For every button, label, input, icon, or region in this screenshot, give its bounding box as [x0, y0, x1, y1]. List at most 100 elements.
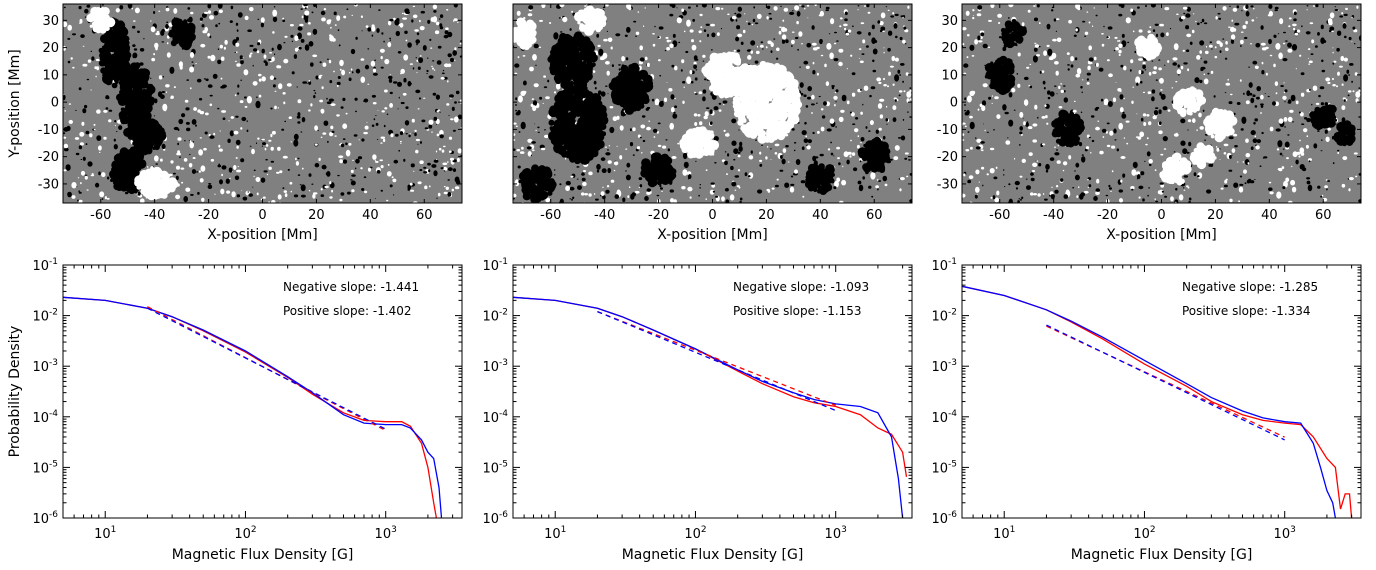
flux-speck [312, 28, 318, 35]
flux-speck [416, 32, 420, 36]
flux-speck [389, 37, 391, 40]
flux-speck [513, 193, 517, 198]
flux-speck [200, 43, 206, 48]
flux-cluster-positive [768, 94, 773, 99]
flux-speck [755, 50, 760, 55]
flux-speck [297, 174, 301, 177]
flux-speck [685, 50, 689, 54]
flux-cluster-negative [102, 75, 112, 85]
flux-speck [207, 55, 211, 59]
flux-speck [642, 139, 646, 143]
flux-speck [857, 135, 860, 138]
flux-speck [420, 10, 425, 14]
flux-speck [738, 14, 741, 17]
flux-cluster-negative [112, 70, 117, 75]
flux-speck [513, 139, 516, 141]
flux-speck [879, 98, 885, 102]
flux-speck [670, 94, 675, 100]
flux-cluster-positive [162, 178, 173, 188]
flux-speck [459, 43, 462, 45]
flux-speck [659, 184, 662, 188]
flux-speck [899, 36, 903, 41]
flux-speck [417, 181, 422, 185]
flux-speck [237, 92, 240, 95]
flux-speck [681, 8, 685, 12]
flux-speck [166, 21, 169, 24]
flux-speck [784, 182, 790, 188]
flux-speck [372, 154, 377, 160]
flux-speck [213, 132, 216, 136]
flux-cluster-negative [815, 165, 823, 172]
flux-speck [80, 182, 82, 185]
flux-speck [426, 129, 430, 131]
flux-speck [170, 160, 174, 164]
flux-speck [82, 156, 86, 161]
flux-speck [419, 160, 424, 164]
flux-speck [330, 125, 334, 130]
flux-speck [514, 63, 520, 68]
flux-cluster-negative [133, 71, 139, 76]
flux-speck [389, 91, 393, 95]
flux-speck [293, 194, 299, 198]
flux-speck [756, 13, 762, 19]
flux-speck [539, 96, 543, 100]
flux-speck [293, 139, 299, 147]
flux-speck [812, 131, 815, 135]
flux-speck [99, 191, 105, 198]
flux-speck [319, 74, 323, 77]
flux-speck [373, 66, 376, 69]
flux-cluster-negative [548, 119, 555, 126]
flux-cluster-negative [559, 147, 563, 151]
flux-cluster-negative [635, 83, 641, 90]
flux-speck [256, 192, 259, 196]
flux-cluster-negative [551, 107, 558, 114]
flux-speck [781, 39, 786, 44]
flux-speck [218, 9, 223, 14]
flux-speck [419, 26, 425, 31]
flux-speck [321, 164, 327, 170]
flux-speck [78, 5, 82, 10]
flux-speck [96, 109, 101, 114]
y-tick-label: 10 [42, 68, 59, 83]
flux-speck [610, 46, 613, 50]
flux-speck [584, 193, 588, 196]
flux-speck [93, 128, 96, 131]
flux-speck [278, 83, 283, 90]
flux-speck [703, 115, 708, 120]
flux-cluster-negative [565, 113, 570, 118]
flux-speck [446, 161, 449, 163]
flux-speck [520, 90, 526, 96]
flux-speck [360, 76, 366, 83]
flux-speck [236, 145, 239, 149]
flux-speck [89, 24, 94, 28]
flux-speck [540, 147, 546, 151]
flux-speck [862, 103, 864, 106]
flux-speck [190, 87, 192, 90]
flux-cluster-negative [590, 109, 597, 116]
flux-speck [291, 71, 295, 75]
flux-speck [411, 118, 415, 123]
flux-speck [308, 190, 311, 192]
flux-speck [437, 109, 441, 112]
flux-speck [863, 5, 867, 7]
flux-speck [593, 80, 597, 85]
flux-speck [853, 167, 858, 172]
flux-speck [423, 171, 428, 174]
flux-speck [436, 133, 440, 137]
flux-speck [545, 197, 551, 203]
flux-speck [569, 28, 572, 31]
flux-speck [270, 133, 273, 138]
flux-speck [388, 75, 393, 80]
flux-cluster-negative [556, 77, 562, 83]
flux-speck [515, 125, 518, 128]
flux-speck [191, 169, 197, 174]
flux-cluster-negative [573, 38, 581, 46]
flux-speck [149, 77, 152, 79]
flux-speck [694, 77, 698, 81]
flux-speck [600, 91, 606, 97]
flux-speck [395, 30, 400, 37]
flux-cluster-positive [746, 111, 755, 120]
flux-speck [400, 101, 405, 105]
flux-speck [723, 104, 725, 106]
flux-speck [791, 45, 793, 47]
